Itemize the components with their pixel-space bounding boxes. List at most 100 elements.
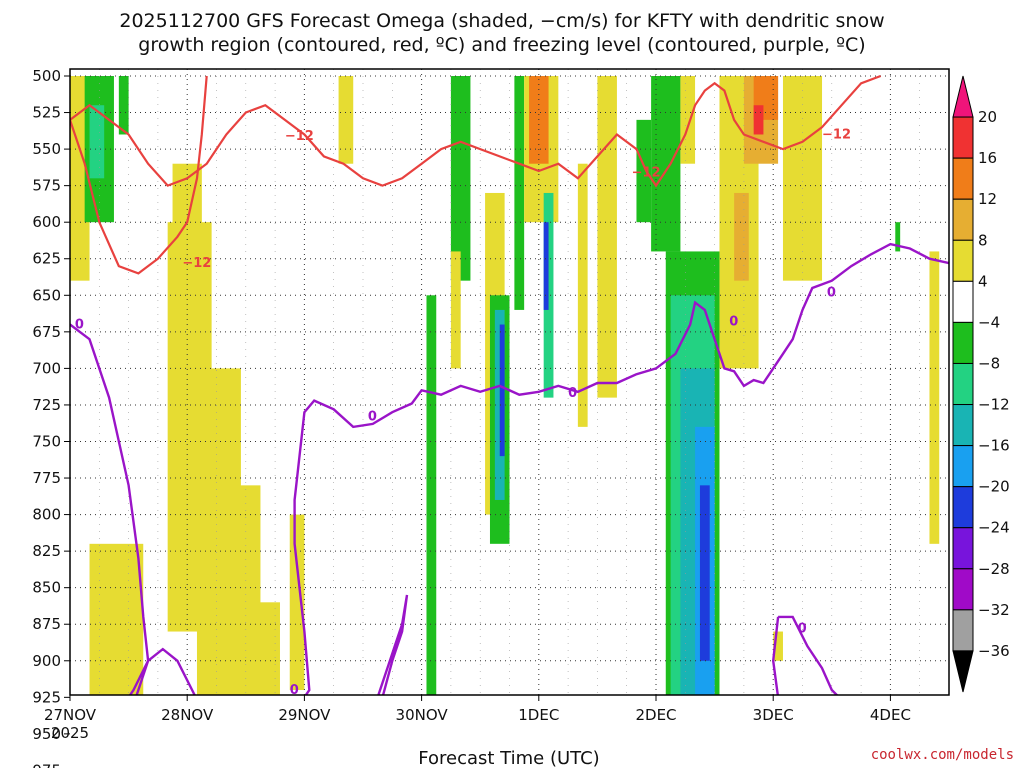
omega-cell-26 xyxy=(636,119,652,223)
colorbar-swatch xyxy=(952,486,974,529)
y-tick-label: 950 xyxy=(32,725,61,743)
omega-cell-4 xyxy=(118,76,129,135)
colorbar-label: −28 xyxy=(978,560,1010,578)
omega-cell-28 xyxy=(680,76,696,164)
freezing-level-label: 0 xyxy=(827,285,836,300)
credit-text: coolwx.com/models xyxy=(871,747,1014,763)
y-tick-label: 525 xyxy=(32,104,61,122)
omega-cell-24 xyxy=(577,163,588,427)
colorbar-arrow-bottom xyxy=(952,650,974,693)
y-tick-label: 975 xyxy=(32,761,61,768)
colorbar-swatch xyxy=(952,445,974,488)
colorbar-swatch xyxy=(952,157,974,200)
y-tick-label: 700 xyxy=(32,359,61,377)
colorbar: 20 16 12 8 4 −4 −8 −12 −16 −20 −24 −28 −32 −36 xyxy=(952,75,1010,693)
omega-cell-3 xyxy=(89,543,144,695)
colorbar-label: −12 xyxy=(978,396,1010,414)
x-tick-label: 1DEC xyxy=(518,706,559,724)
y-tick-label: 625 xyxy=(32,250,61,268)
colorbar-arrow-top xyxy=(952,75,974,118)
freezing-level-contours: 0 0 0 0 0 0 0 xyxy=(70,242,949,695)
dgz-contour-label: −12 xyxy=(822,127,851,142)
omega-cell-9 xyxy=(245,602,280,695)
colorbar-swatch xyxy=(952,239,974,282)
x-tick-label: 30NOV xyxy=(396,706,449,724)
x-tick-label: 4DEC xyxy=(870,706,911,724)
x-tick-label: 29NOV xyxy=(278,706,331,724)
y-tick-label: 575 xyxy=(32,177,61,195)
y-tick-label: 925 xyxy=(32,688,61,706)
omega-cell-18 xyxy=(499,324,505,457)
y-tick-label: 825 xyxy=(32,542,61,560)
x-tick-label: 3DEC xyxy=(753,706,794,724)
omega-cell-14 xyxy=(450,251,461,369)
colorbar-label: −16 xyxy=(978,437,1010,455)
dgz-contour-label: −12 xyxy=(632,165,661,180)
colorbar-swatch xyxy=(952,280,974,323)
x-axis-label: Forecast Time (UTC) xyxy=(418,748,599,768)
plot-frame xyxy=(69,68,950,696)
colorbar-label: −8 xyxy=(978,354,1000,372)
colorbar-label: −24 xyxy=(978,519,1010,537)
y-tick-label: 650 xyxy=(32,286,61,304)
omega-cell-38 xyxy=(753,105,764,135)
freezing-level-contour-main xyxy=(70,242,949,695)
omega-cell-35 xyxy=(734,192,749,281)
x-tick-sublabel: 2025 xyxy=(51,724,89,742)
y-tick-label: 550 xyxy=(32,140,61,158)
dgz-contour-lower xyxy=(70,75,208,275)
colorbar-swatch xyxy=(952,609,974,652)
y-axis: 500 525 550 575 600 625 650 675 700 725 750 775 800 8… xyxy=(32,67,70,768)
y-tick-label: 775 xyxy=(32,469,61,487)
freezing-level-contour-east xyxy=(771,615,839,695)
omega-cell-19 xyxy=(514,76,525,310)
x-tick-label: 2DEC xyxy=(635,706,676,724)
omega-cell-11 xyxy=(338,76,354,164)
y-tick-label: 900 xyxy=(32,652,61,670)
colorbar-label: −20 xyxy=(978,478,1010,496)
freezing-level-contour-west xyxy=(377,594,409,695)
colorbar-label: 20 xyxy=(978,108,997,126)
x-tick-label: 28NOV xyxy=(161,706,214,724)
dgz-contour-label: −12 xyxy=(182,256,211,271)
y-tick-label: 500 xyxy=(32,67,61,85)
colorbar-swatch xyxy=(952,568,974,611)
y-tick-label: 725 xyxy=(32,396,61,414)
colorbar-label: −32 xyxy=(978,601,1010,619)
colorbar-swatch xyxy=(952,362,974,406)
omega-cell-41 xyxy=(895,222,901,252)
omega-cell-27 xyxy=(651,76,681,252)
freezing-level-label: 0 xyxy=(729,315,738,330)
dgz-contour-upper xyxy=(70,74,881,188)
y-tick-label: 750 xyxy=(32,432,61,450)
chart-title-line-1: 2025112700 GFS Forecast Omega (shaded, −… xyxy=(119,10,884,32)
colorbar-swatch xyxy=(952,116,974,159)
omega-cell-13 xyxy=(450,76,471,281)
omega-cell-2 xyxy=(89,105,105,179)
x-tick-label: 27NOV xyxy=(44,706,97,724)
colorbar-label: −36 xyxy=(978,642,1010,660)
y-tick-label: 800 xyxy=(32,506,61,524)
colorbar-label: 12 xyxy=(978,190,997,208)
omega-shading xyxy=(70,76,940,695)
y-tick-label: 675 xyxy=(32,323,61,341)
colorbar-label: 16 xyxy=(978,149,997,167)
omega-cell-23 xyxy=(543,222,549,310)
freezing-level-label: 0 xyxy=(368,410,377,425)
y-tick-label: 600 xyxy=(32,213,61,231)
colorbar-swatch xyxy=(952,527,974,570)
y-tick-label: 850 xyxy=(32,579,61,597)
y-tick-label: 875 xyxy=(32,615,61,633)
colorbar-swatch xyxy=(952,321,974,364)
omega-cell-40 xyxy=(802,76,818,106)
colorbar-label: 4 xyxy=(978,272,988,290)
omega-cell-39 xyxy=(782,76,823,281)
chart-title-line-2: growth region (contoured, red, ºC) and f… xyxy=(138,34,865,56)
dendritic-growth-contours: −12 −12 −12 −12 xyxy=(70,74,881,275)
dgz-contour-label: −12 xyxy=(285,129,314,144)
omega-cell-33 xyxy=(699,485,710,661)
freezing-level-label: 0 xyxy=(798,622,807,637)
freezing-level-label: 0 xyxy=(568,386,577,401)
